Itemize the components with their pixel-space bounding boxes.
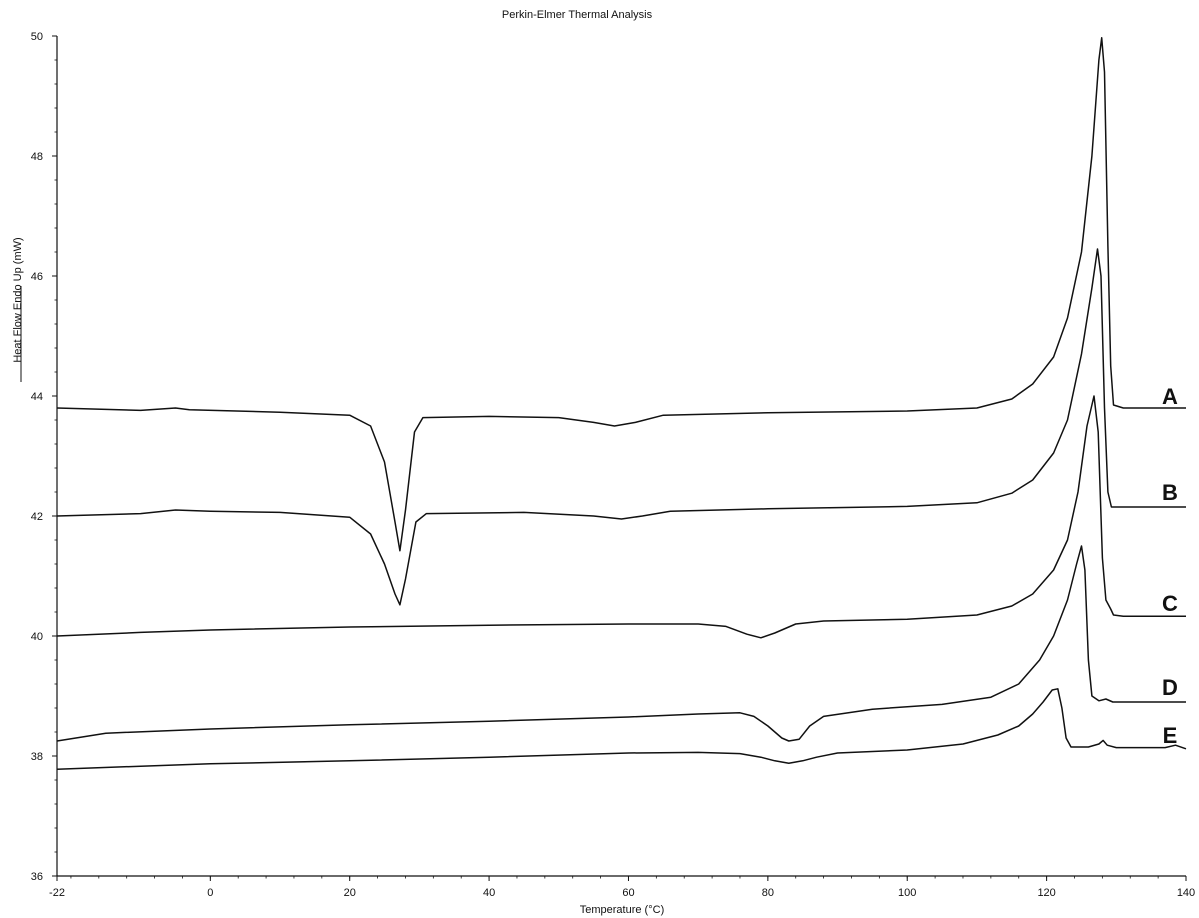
y-axis: 36 38 40 42 44 46 48 50 <box>31 31 58 883</box>
y-tick-label: 44 <box>31 391 43 403</box>
y-tick-label: 50 <box>31 31 43 43</box>
series-D-line <box>56 545 1186 742</box>
series-C-line <box>56 395 1186 639</box>
x-tick-label: 80 <box>762 887 774 899</box>
x-axis-title: Temperature (°C) <box>580 904 664 916</box>
y-tick-label: 40 <box>31 631 43 643</box>
series-B-label: B <box>1162 480 1178 505</box>
x-tick-label: -22 <box>49 887 65 899</box>
y-axis-title: Heat Flow Endo Up (mW) <box>12 237 24 362</box>
y-tick-label: 36 <box>31 871 43 883</box>
y-tick-label: 46 <box>31 271 43 283</box>
chart-title: Perkin-Elmer Thermal Analysis <box>502 9 653 21</box>
y-tick-label: 48 <box>31 151 43 163</box>
x-axis: -22 0 20 40 60 80 100 120 140 <box>49 875 1195 899</box>
series-A-label: A <box>1162 384 1178 409</box>
series-E-label: E <box>1163 723 1178 748</box>
x-tick-label: 140 <box>1177 887 1195 899</box>
x-tick-label: 60 <box>622 887 634 899</box>
x-tick-label: 40 <box>483 887 495 899</box>
series-B-line <box>56 248 1186 606</box>
y-tick-label: 38 <box>31 751 43 763</box>
x-tick-label: 0 <box>207 887 213 899</box>
x-tick-label: 20 <box>344 887 356 899</box>
series-E-line <box>56 688 1187 770</box>
series-D-label: D <box>1162 675 1178 700</box>
series-lines <box>56 37 1187 770</box>
series-C-label: C <box>1162 591 1178 616</box>
x-tick-label: 120 <box>1037 887 1055 899</box>
y-tick-label: 42 <box>31 511 43 523</box>
series-labels: A B C DE <box>1162 384 1178 748</box>
x-tick-label: 100 <box>898 887 916 899</box>
series-A-line <box>56 37 1186 552</box>
